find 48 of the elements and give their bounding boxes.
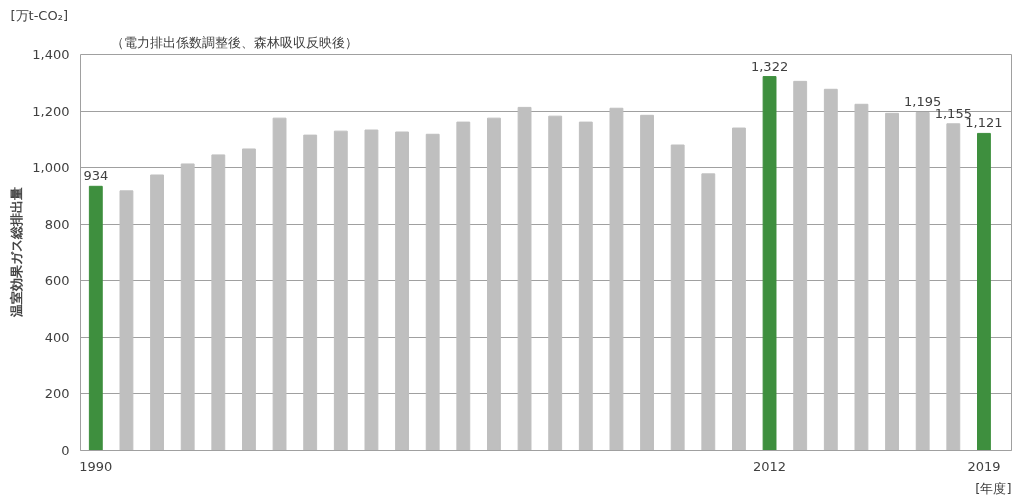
bar — [517, 106, 532, 451]
bar — [395, 131, 409, 451]
bar — [609, 107, 624, 451]
bar — [150, 174, 164, 451]
bar — [640, 114, 654, 451]
bar — [578, 121, 593, 451]
bar — [885, 112, 899, 451]
y-tick-label: 1,400 — [32, 47, 70, 62]
data-label: 1,322 — [750, 58, 789, 74]
x-axis-title: [年度] — [975, 480, 1012, 496]
bar — [364, 129, 379, 451]
bar — [762, 76, 777, 451]
bar — [303, 134, 318, 451]
bar — [242, 148, 256, 451]
y-tick-label: 400 — [44, 329, 70, 345]
data-label: 1,195 — [904, 94, 942, 110]
bar — [915, 111, 930, 451]
x-tick-label: 2012 — [753, 458, 787, 474]
chart-subtitle: （電力排出係数調整後、森林吸収反映後） — [110, 34, 358, 50]
y-tick-label: 600 — [44, 273, 70, 289]
bar — [793, 80, 808, 451]
bar — [701, 173, 716, 451]
bar — [119, 190, 134, 451]
bar — [211, 154, 226, 451]
bar — [487, 117, 501, 451]
bar — [732, 127, 746, 451]
bar — [425, 133, 440, 451]
bar — [333, 130, 348, 451]
bar — [854, 103, 869, 451]
text: [万t-CO₂] — [10, 7, 68, 23]
bar — [670, 144, 685, 451]
bar — [88, 185, 103, 451]
y-tick-label: 800 — [44, 216, 70, 232]
x-tick-label: 2019 — [967, 458, 1001, 474]
bar — [823, 88, 838, 451]
y-tick-label: 1,000 — [32, 160, 70, 176]
y-tick-label: 200 — [44, 386, 70, 402]
y-axis-title: 温室効果ガス総排出量 — [9, 187, 25, 319]
y-tick-label: 1,200 — [32, 103, 70, 119]
bar — [548, 115, 563, 451]
bar — [272, 117, 287, 451]
bar — [946, 123, 961, 451]
y-tick-label: 0 — [61, 443, 70, 458]
bar — [180, 163, 195, 451]
data-label: 934 — [83, 168, 109, 184]
x-tick-label: 1990 — [79, 458, 113, 474]
bar — [456, 121, 471, 451]
bar — [977, 132, 991, 451]
